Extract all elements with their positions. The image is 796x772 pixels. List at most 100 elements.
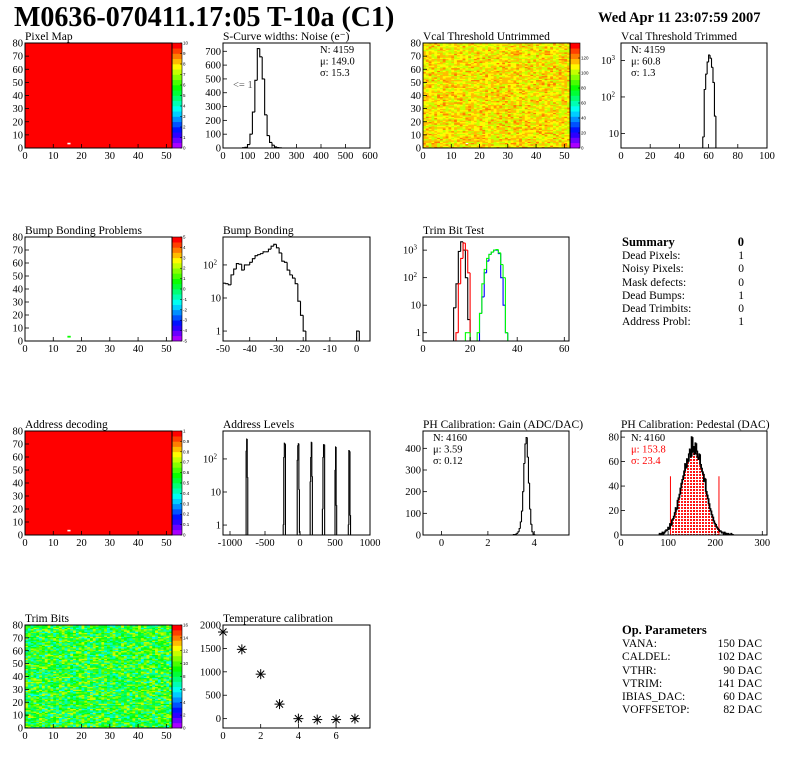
heatmap-cell (431, 102, 435, 104)
heatmap-cell (521, 57, 526, 60)
heatmap-cell (451, 70, 455, 73)
heatmap-cell (553, 115, 557, 117)
heatmap-cell (471, 54, 475, 57)
heatmap-cell (550, 100, 554, 103)
heatmap-cell (536, 125, 540, 128)
heatmap-cell (504, 43, 509, 45)
heatmap-cell (504, 127, 509, 129)
heatmap-cell (499, 102, 503, 104)
fit-fill-bin (693, 446, 695, 535)
heatmap-cell (439, 112, 444, 115)
heatmap-cell (547, 58, 551, 61)
heatmap-cell (473, 134, 478, 137)
x-tick-label: -50 (216, 344, 230, 355)
heatmap-cell (465, 146, 469, 148)
x-tick-label: 4 (532, 538, 538, 549)
heatmap-cell (564, 98, 568, 100)
heatmap-cell (538, 123, 543, 125)
histogram-bin (705, 490, 708, 496)
stats-line: N: 4159 (631, 45, 665, 56)
heatmap-cell (425, 107, 429, 109)
color-palette-segment (172, 304, 182, 311)
heatmap-cell (490, 123, 494, 125)
heatmap-cell (558, 137, 562, 140)
heatmap-cell (439, 113, 444, 116)
histogram-bin (455, 283, 459, 308)
heatmap-cell (527, 49, 531, 52)
heatmap-cell (454, 117, 458, 120)
palette-tick-label: 2 (183, 266, 186, 271)
heatmap-cell (553, 130, 557, 133)
heatmap-cell (431, 92, 435, 95)
heatmap-cell (468, 87, 472, 90)
heatmap-cell (454, 62, 458, 65)
heatmap-cell (459, 43, 463, 45)
heatmap-cell (550, 115, 554, 117)
histogram-bin (273, 145, 277, 148)
y-tick-label: 80 (13, 233, 24, 244)
heatmap-cell (445, 116, 449, 119)
heatmap-cell (541, 86, 545, 88)
plot-frame (222, 236, 371, 342)
heatmap-cell (476, 70, 480, 73)
heatmap-cell (468, 62, 472, 65)
heatmap-cell (504, 46, 509, 49)
heatmap-cell (459, 99, 463, 102)
heatmap-cell (468, 133, 472, 136)
heatmap-cell (471, 65, 475, 67)
heatmap-cell (521, 99, 526, 102)
heatmap-cell (567, 75, 570, 78)
heatmap-cell (516, 138, 520, 141)
heatmap-cell (451, 53, 455, 56)
heatmap-cell (473, 141, 478, 144)
color-palette-segment (172, 64, 182, 70)
heatmap-cell (451, 94, 455, 96)
heatmap-cell (493, 48, 497, 50)
heatmap-cell (567, 119, 570, 121)
heatmap-cell (547, 53, 551, 56)
heatmap-cell (437, 52, 441, 54)
heatmap-cell (507, 87, 511, 90)
heatmap-cell (524, 132, 528, 134)
heatmap-cell (502, 85, 506, 87)
heatmap-cell (553, 123, 557, 125)
heatmap-cell (476, 58, 480, 61)
heatmap-cell (550, 48, 554, 50)
summary-value: 1 (738, 250, 744, 263)
heatmap-cell (473, 86, 478, 88)
heatmap-cell (510, 58, 514, 61)
heatmap-cell (488, 45, 492, 48)
heatmap-cell (538, 119, 543, 121)
heatmap-cell (561, 62, 565, 65)
heatmap-cell (442, 96, 446, 99)
heatmap-cell (530, 119, 534, 121)
heatmap-cell (451, 77, 455, 79)
heatmap-cell (462, 87, 466, 90)
heatmap-cell (547, 144, 551, 146)
histogram-bin (709, 508, 712, 512)
heatmap-cell (434, 95, 438, 98)
heatmap-cell (555, 58, 559, 61)
heatmap-cell (499, 146, 503, 148)
heatmap-cell (496, 86, 500, 88)
heatmap-cell (431, 125, 435, 128)
heatmap-cell (493, 69, 497, 71)
heatmap-cell (479, 142, 483, 145)
heatmap-cell (547, 66, 551, 69)
heatmap-cell (521, 113, 526, 116)
heatmap-cell (448, 88, 452, 91)
heatmap-cell (451, 87, 455, 90)
heatmap-cell (448, 137, 452, 140)
heatmap-cell (536, 144, 540, 146)
heatmap-cell (524, 121, 528, 124)
heatmap-cell (439, 99, 444, 102)
histogram-bin (322, 444, 325, 458)
heatmap-cell (538, 128, 543, 130)
heatmap-cell (519, 142, 523, 145)
heatmap-cell (485, 98, 489, 100)
heatmap-cell (439, 121, 444, 124)
heatmap-cell (513, 98, 517, 100)
heatmap-cell (513, 87, 517, 90)
heatmap-cell (496, 138, 500, 141)
heatmap-cell (550, 140, 554, 142)
